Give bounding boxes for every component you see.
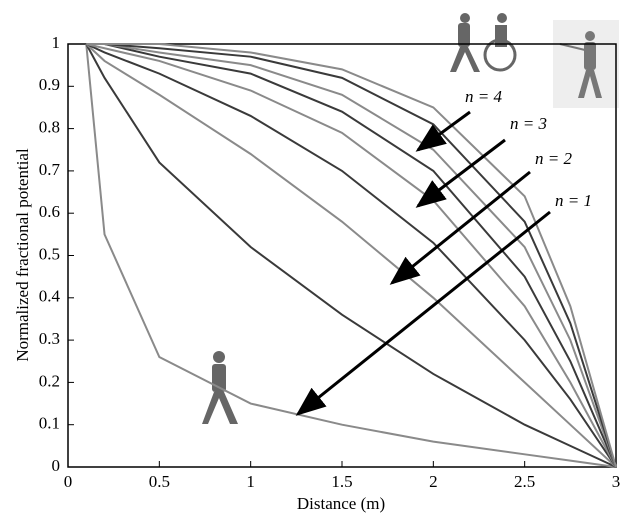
y-tick-label: 0.3 bbox=[39, 329, 60, 348]
curve bbox=[85, 43, 617, 468]
annotation: n = 1 bbox=[555, 191, 592, 210]
y-tick-label: 0 bbox=[52, 456, 61, 475]
x-tick-label: 3 bbox=[612, 472, 621, 491]
x-tick-label: 0.5 bbox=[149, 472, 170, 491]
annotation-arrow bbox=[415, 110, 471, 152]
x-axis-title: Distance (m) bbox=[297, 494, 385, 513]
walker-icon bbox=[202, 351, 238, 424]
curve bbox=[86, 43, 617, 468]
y-tick-label: 0.4 bbox=[39, 287, 61, 306]
plot-frame bbox=[67, 43, 617, 468]
wheelchair-icon bbox=[450, 13, 517, 72]
y-tick-label: 0.2 bbox=[39, 371, 60, 390]
y-tick-label: 0.1 bbox=[39, 414, 60, 433]
curve bbox=[86, 43, 617, 468]
annotation-arrow bbox=[415, 138, 506, 208]
curve bbox=[86, 43, 617, 468]
curve bbox=[85, 43, 617, 468]
annotation: n = 2 bbox=[535, 149, 572, 168]
curve bbox=[85, 43, 617, 468]
y-tick-label: 0.8 bbox=[39, 118, 60, 137]
y-tick-label: 0.7 bbox=[39, 160, 61, 179]
y-tick-label: 0.9 bbox=[39, 75, 60, 94]
annotation-arrow bbox=[389, 170, 531, 285]
y-tick-label: 0.6 bbox=[39, 202, 60, 221]
curve bbox=[86, 43, 617, 468]
y-tick-label: 0.5 bbox=[39, 244, 60, 263]
curve bbox=[85, 43, 617, 468]
x-tick-label: 2 bbox=[429, 472, 438, 491]
y-axis-title: Normalized fractional potential bbox=[13, 148, 32, 362]
visually-impaired-icon bbox=[553, 20, 619, 108]
x-tick-label: 1 bbox=[246, 472, 255, 491]
x-tick-label: 0 bbox=[64, 472, 73, 491]
curve bbox=[86, 43, 617, 468]
x-tick-label: 2.5 bbox=[514, 472, 535, 491]
annotation: n = 4 bbox=[465, 87, 502, 106]
y-tick-label: 1 bbox=[52, 33, 61, 52]
x-tick-label: 1.5 bbox=[331, 472, 352, 491]
annotation: n = 3 bbox=[510, 114, 547, 133]
annotation-arrow bbox=[295, 210, 551, 416]
